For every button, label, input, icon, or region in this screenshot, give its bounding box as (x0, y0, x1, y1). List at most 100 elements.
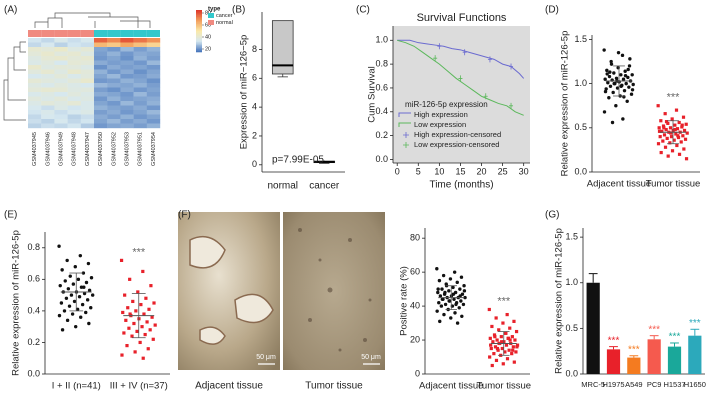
heatmap-cell (120, 105, 134, 111)
dot (663, 145, 668, 149)
dot (448, 277, 453, 281)
column-label: GSM4037953 (124, 132, 130, 166)
colorbar (196, 49, 202, 51)
type-bar (54, 30, 68, 37)
heatmap-cell (94, 119, 108, 124)
x-tick-label: 0 (395, 166, 400, 176)
heatmap-cell (80, 83, 95, 88)
column-label: GSM4037949 (58, 132, 64, 166)
dot (60, 268, 64, 272)
heatmap-cell (133, 51, 147, 57)
heatmap-cell (54, 114, 68, 120)
legend-label: cancer (216, 13, 233, 19)
heatmap-cell (107, 119, 121, 124)
dot (623, 73, 628, 78)
dot (126, 306, 130, 310)
dot (508, 338, 512, 342)
heatmap-cell (80, 56, 95, 61)
colorbar (196, 14, 202, 16)
heatmap-cell (94, 114, 108, 120)
dot (495, 338, 499, 342)
dot (128, 277, 132, 281)
dot (449, 316, 453, 320)
heatmap-cell (28, 69, 42, 75)
legend-label: High expression-censored (414, 130, 501, 139)
y-axis-label: Relative expression of miR-126-5p (11, 230, 22, 376)
dot (625, 99, 629, 103)
y-tick-label: 0.5 (574, 122, 587, 132)
dot (657, 129, 662, 133)
heatmap-cell (54, 83, 68, 88)
colorbar (196, 12, 202, 15)
dot (603, 89, 608, 94)
dot (85, 298, 90, 302)
image-caption: Tumor tissue (305, 381, 363, 392)
heatmap-cell (107, 74, 121, 79)
heatmap-cell (41, 114, 55, 120)
dot (57, 313, 62, 318)
x-tick-label: 10 (434, 166, 444, 176)
heatmap-cell (41, 38, 55, 43)
heatmap-cell (107, 51, 121, 57)
chart-title: Survival Functions (417, 12, 507, 24)
dot (495, 346, 500, 351)
dot (491, 340, 495, 344)
y-tick-label: 0.0 (574, 166, 587, 176)
y-tick-label: 0 (415, 368, 420, 378)
dot (80, 302, 85, 307)
dot (668, 126, 673, 130)
y-tick-label: 1.0 (375, 35, 388, 45)
dot (84, 280, 89, 285)
heatmap-cell (67, 83, 81, 88)
dot (674, 132, 678, 136)
panel-label: (D) (545, 5, 559, 16)
dot (447, 289, 451, 293)
dot (59, 301, 64, 305)
heatmap-cell (133, 65, 147, 70)
legend-swatch (208, 20, 214, 25)
censor-mark (437, 43, 442, 50)
x-tick-label: 25 (498, 166, 508, 176)
dot (86, 261, 91, 266)
bar (647, 339, 661, 374)
dot (438, 319, 442, 324)
dot (657, 126, 661, 130)
heatmap-cell (41, 56, 55, 61)
dot (121, 310, 125, 315)
x-tick-label: cancer (309, 181, 340, 192)
dot (81, 271, 86, 275)
heatmap-cell (41, 123, 55, 129)
column-label: GSM4037952 (111, 132, 117, 166)
dot (615, 86, 620, 90)
heatmap-cell (67, 69, 81, 75)
heatmap-cell (146, 101, 161, 106)
heatmap-cell (28, 74, 42, 79)
dot (663, 112, 667, 116)
heatmap-cell (107, 96, 121, 102)
censor-mark (509, 102, 514, 109)
scale-bar-label: 50 μm (256, 354, 276, 361)
heatmap-cell (120, 101, 134, 106)
dot (68, 274, 72, 278)
heatmap-cell (146, 74, 161, 79)
colorbar (196, 42, 202, 44)
colorbar (196, 21, 202, 23)
colorbar (196, 11, 202, 14)
y-tick-label: 0.2 (27, 337, 40, 347)
heatmap-cell (54, 110, 68, 115)
dot (500, 346, 504, 351)
type-bar (80, 30, 94, 37)
heatmap-cell (28, 60, 42, 66)
dot (60, 328, 65, 332)
heatmap-cell (94, 110, 108, 115)
heatmap-cell (54, 69, 68, 75)
x-tick-label: H1650 (684, 380, 706, 389)
type-bar (28, 30, 42, 37)
dot (510, 335, 514, 339)
heatmap-cell (94, 60, 108, 66)
dot (614, 104, 618, 108)
dot (619, 73, 623, 77)
heatmap-cell (94, 78, 108, 84)
dot (451, 285, 455, 290)
dot (487, 307, 491, 312)
